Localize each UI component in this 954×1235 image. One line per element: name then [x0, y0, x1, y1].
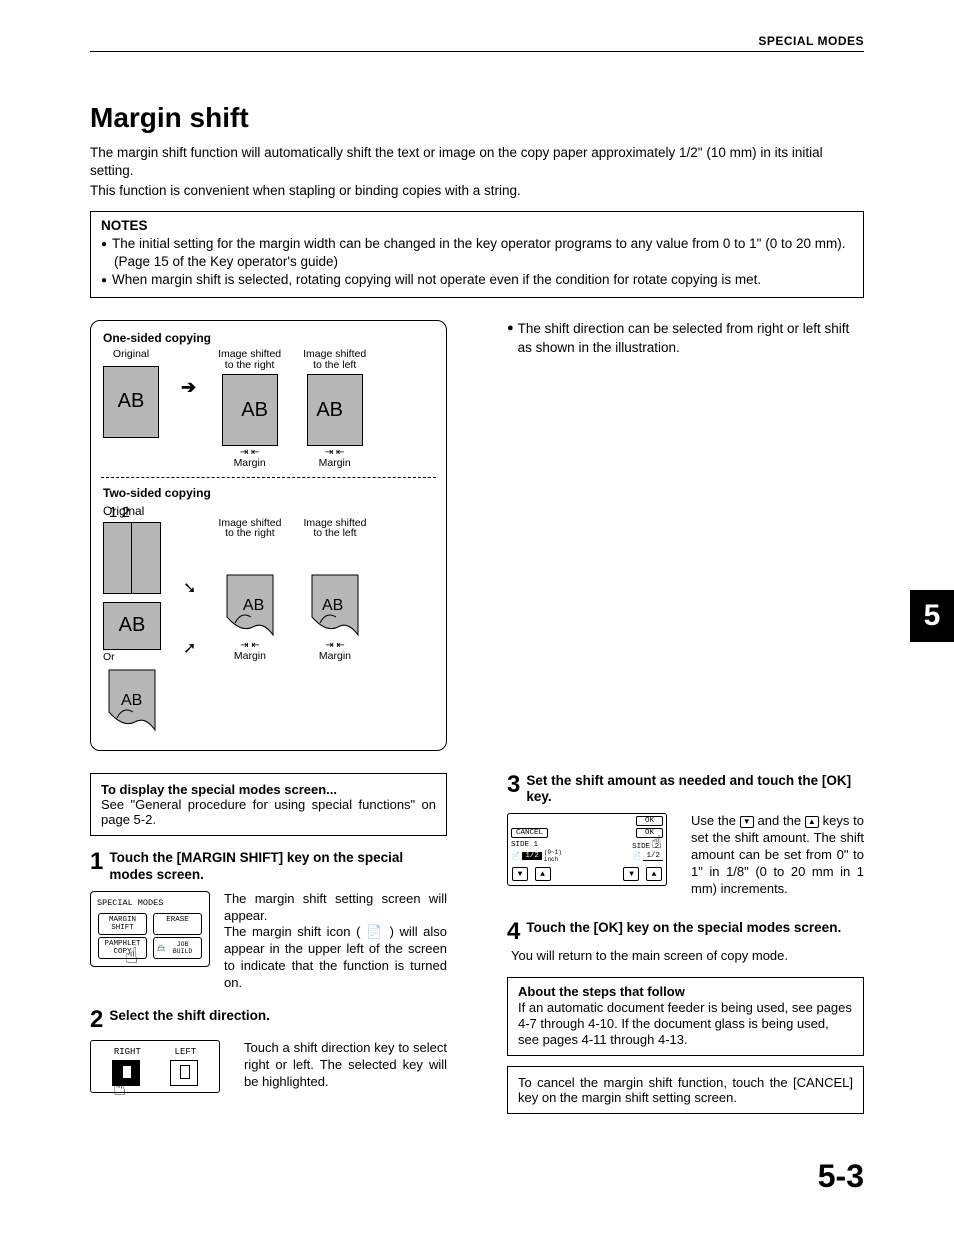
step-title: Touch the [MARGIN SHIFT] key on the spec…: [109, 850, 447, 882]
step-text: Use the ▼ and the ▲ keys to set the shif…: [691, 813, 864, 897]
left-label: LEFT: [175, 1047, 197, 1057]
display-special-modes-box: To display the special modes screen... S…: [90, 773, 447, 836]
curl-page-shifted-left-icon: AB: [308, 571, 362, 639]
note-item: When margin shift is selected, rotating …: [101, 271, 853, 289]
intro-line: The margin shift function will automatic…: [90, 144, 864, 180]
step-number: 4: [507, 920, 520, 944]
hand-pointer-icon: ☝: [113, 1076, 126, 1102]
follow-body: If an automatic document feeder is being…: [518, 1000, 853, 1049]
step2-figure: RIGHT LEFT ☝: [90, 1040, 230, 1093]
step-4: 4 Touch the [OK] key on the special mode…: [507, 920, 864, 944]
chapter-tab: 5: [910, 590, 954, 642]
follow-steps-box: About the steps that follow If an automa…: [507, 977, 864, 1056]
value-display: 1/2: [522, 852, 542, 860]
page-shifted-right-icon: AB: [222, 374, 278, 446]
ok-small-button[interactable]: OK: [636, 816, 663, 826]
header-section: SPECIAL MODES: [90, 34, 864, 52]
side1-label: SIDE 1: [511, 841, 562, 849]
down-button[interactable]: ▼: [512, 867, 528, 881]
margin-shift-button[interactable]: MARGIN SHIFT: [98, 913, 147, 935]
step-number: 3: [507, 773, 520, 797]
page-icon: AB: [103, 602, 161, 650]
shift-left-button[interactable]: [170, 1060, 198, 1086]
panel-title: SPECIAL MODES: [97, 898, 203, 908]
arrow-down-right-icon: ➘: [183, 578, 196, 598]
note-item: The initial setting for the margin width…: [101, 235, 853, 271]
up-button[interactable]: ▲: [646, 867, 662, 881]
pamphlet-copy-button[interactable]: PAMPHLET COPY: [98, 937, 147, 959]
diagram-box: One-sided copying Original AB ➔ Image sh…: [90, 320, 447, 751]
shift-right-label: Image shifted to the right: [218, 518, 281, 539]
curl-page-shifted-right-icon: AB: [223, 571, 277, 639]
original-label: Original: [103, 504, 434, 518]
left-column: One-sided copying Original AB ➔ Image sh…: [90, 320, 447, 1113]
step-text: The margin shift setting screen will app…: [224, 891, 447, 992]
notes-box: NOTES The initial setting for the margin…: [90, 211, 864, 299]
arrow-up-right-icon: ➚: [183, 638, 196, 658]
step-2: 2 Select the shift direction.: [90, 1008, 447, 1032]
step-number: 1: [90, 850, 103, 874]
step-number: 2: [90, 1008, 103, 1032]
margin-label: Margin: [319, 458, 351, 469]
step1-figure: SPECIAL MODES MARGIN SHIFT ERASE PAMPHLE…: [90, 891, 210, 992]
margin-label: Margin: [319, 651, 351, 662]
page-number: 5-3: [818, 1158, 864, 1195]
right-label: RIGHT: [114, 1047, 141, 1057]
bullet-icon: ●: [507, 321, 514, 357]
intro-block: The margin shift function will automatic…: [90, 144, 864, 201]
hand-pointer-icon: ☝: [651, 832, 662, 854]
original-label: Original: [113, 349, 149, 360]
intro-line: This function is convenient when staplin…: [90, 182, 864, 200]
cancel-box: To cancel the margin shift function, tou…: [507, 1066, 864, 1114]
range-label: (0~1) inch: [544, 849, 562, 863]
page-numbers: 1 2: [109, 504, 130, 521]
or-label: Or: [103, 652, 115, 663]
step3-figure: OK CANCEL OK SIDE 1 📄 1/2 (0~1) inch: [507, 813, 677, 897]
page-title: Margin shift: [90, 102, 864, 134]
shift-left-label: Image shifted to the left: [303, 349, 366, 370]
doc-icon: 📄: [511, 851, 520, 861]
hand-pointer-icon: ☝: [125, 944, 138, 970]
step-title: Select the shift direction.: [109, 1008, 270, 1024]
notes-title: NOTES: [101, 218, 853, 233]
one-sided-title: One-sided copying: [103, 331, 434, 345]
job-build-button[interactable]: 📇JOB BUILD: [153, 937, 202, 959]
step-1: 1 Touch the [MARGIN SHIFT] key on the sp…: [90, 850, 447, 882]
step-title: Touch the [OK] key on the special modes …: [526, 920, 841, 936]
down-arrow-icon: ▼: [740, 816, 754, 828]
down-button[interactable]: ▼: [623, 867, 639, 881]
page-shifted-left-icon: AB: [307, 374, 363, 446]
display-title: To display the special modes screen...: [101, 782, 337, 797]
step-title: Set the shift amount as needed and touch…: [526, 773, 864, 805]
erase-button[interactable]: ERASE: [153, 913, 202, 935]
shift-left-label: Image shifted to the left: [303, 518, 366, 539]
arrow-right-icon: ➔: [181, 377, 196, 398]
curl-page-icon: AB: [105, 666, 159, 734]
margin-label: Margin: [234, 651, 266, 662]
follow-title: About the steps that follow: [518, 984, 853, 1000]
display-body: See "General procedure for using special…: [101, 797, 436, 827]
margin-label: Margin: [234, 458, 266, 469]
step-text: Touch a shift direction key to select ri…: [244, 1040, 447, 1093]
step-3: 3 Set the shift amount as needed and tou…: [507, 773, 864, 805]
right-column: ● The shift direction can be selected fr…: [507, 320, 864, 1113]
right-intro: ● The shift direction can be selected fr…: [507, 320, 864, 356]
up-button[interactable]: ▲: [535, 867, 551, 881]
two-sided-title: Two-sided copying: [103, 486, 434, 500]
page-original-icon: AB: [103, 366, 159, 438]
double-page-icon: [103, 522, 161, 594]
cancel-button[interactable]: CANCEL: [511, 828, 548, 838]
up-arrow-icon: ▲: [805, 816, 819, 828]
step-text: You will return to the main screen of co…: [511, 948, 864, 963]
shift-right-label: Image shifted to the right: [218, 349, 281, 370]
doc-icon: 📄: [632, 851, 641, 861]
